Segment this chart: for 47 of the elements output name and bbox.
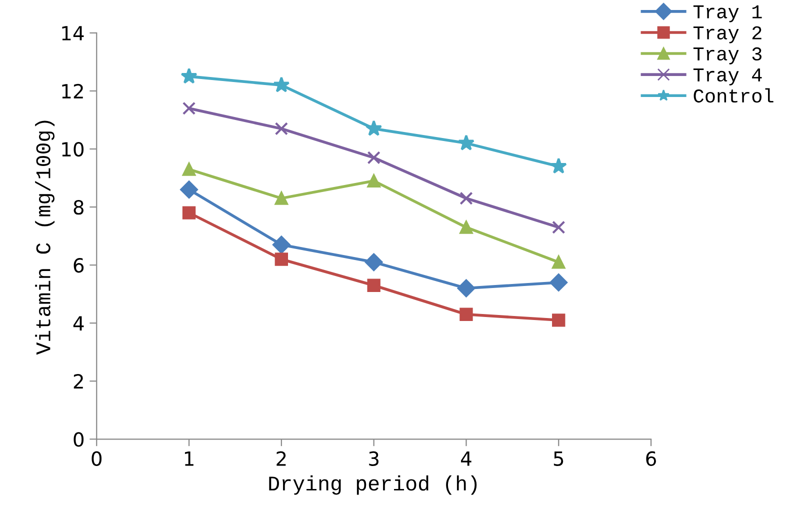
x-tick-label: 1: [184, 452, 194, 466]
point: [367, 151, 380, 164]
point: [460, 220, 473, 234]
point: [182, 102, 196, 115]
point: [550, 274, 568, 292]
y-tick-label: 8: [74, 200, 84, 215]
legend-label: Tray 1: [693, 5, 762, 22]
y-tick-label: 14: [62, 26, 84, 40]
point: [366, 120, 382, 136]
point: [367, 174, 380, 188]
point: [273, 76, 290, 92]
legend-label: Control: [694, 88, 774, 103]
point: [550, 158, 567, 174]
point: [274, 122, 288, 136]
y-tick-label: 4: [73, 316, 84, 330]
point: [460, 192, 473, 205]
point: [182, 206, 196, 220]
x-tick-label: 4: [460, 452, 472, 466]
legend-label: Tray 3: [693, 47, 762, 64]
y-axis-title: Vitamin C (mg/100g): [35, 120, 55, 355]
y-tick-label: 6: [74, 258, 84, 273]
y-tick-label: 10: [62, 142, 84, 157]
point: [272, 236, 290, 254]
point: [460, 308, 473, 321]
point: [274, 192, 288, 205]
point: [182, 162, 196, 176]
x-tick-label: 3: [369, 451, 378, 466]
point: [367, 278, 380, 292]
point: [552, 256, 566, 269]
point: [552, 220, 566, 234]
point: [458, 134, 475, 150]
legend-label: Tray 2: [693, 26, 762, 44]
x-tick-label: 5: [554, 452, 564, 466]
y-tick-label: 2: [74, 374, 83, 388]
point: [274, 252, 288, 266]
legend-label: Tray 4: [693, 68, 762, 86]
y-tick-label: 0: [74, 432, 84, 447]
x-tick-label: 2: [276, 451, 286, 466]
x-axis-title: Drying period (h): [269, 475, 477, 495]
point: [180, 180, 198, 199]
point: [180, 68, 198, 84]
x-tick-label: 0: [92, 451, 102, 466]
point: [457, 279, 476, 298]
point: [364, 253, 383, 272]
point: [552, 314, 566, 327]
x-tick-label: 6: [646, 451, 656, 466]
y-tick-label: 12: [62, 84, 83, 98]
